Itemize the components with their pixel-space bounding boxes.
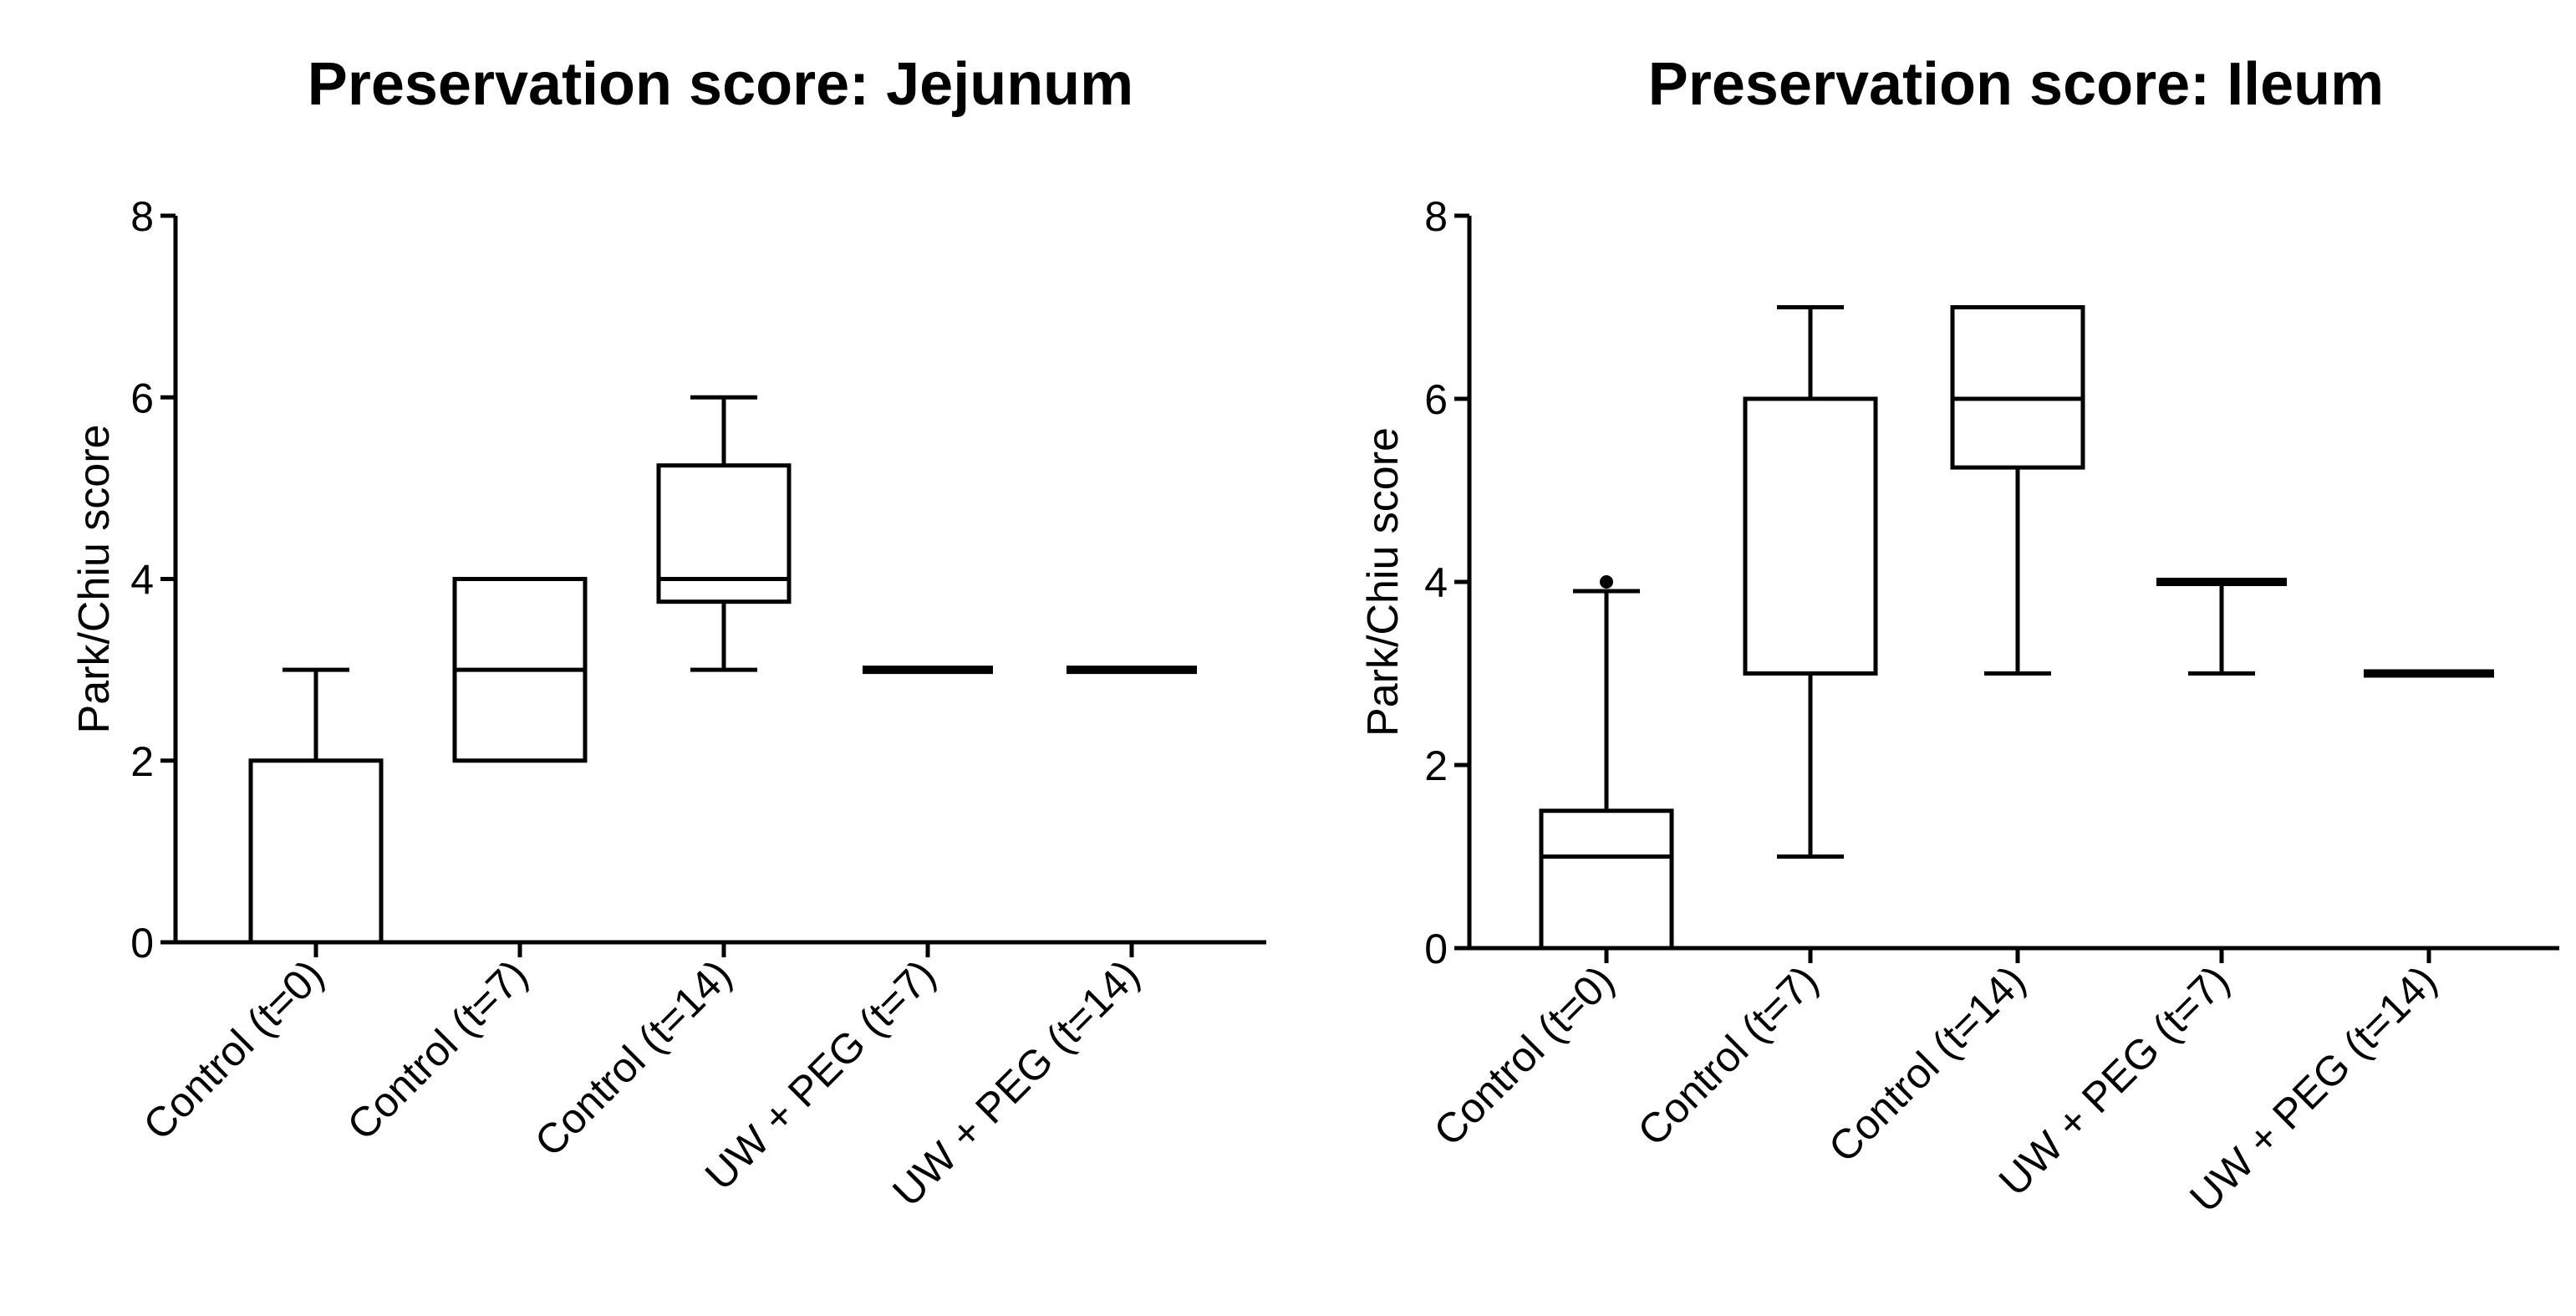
y-tick-label: 8 [1424, 193, 1448, 240]
box-1 [452, 577, 588, 763]
y-axis-label: Park/Chiu score [1359, 427, 1408, 737]
box-body [1539, 808, 1674, 951]
box-body [656, 463, 792, 604]
y-tick-label: 2 [130, 738, 154, 785]
y-tick-label: 0 [130, 920, 154, 967]
y-tick-label: 2 [1424, 742, 1448, 789]
y-tick-label: 6 [130, 375, 154, 421]
box-2 [1950, 305, 2085, 676]
y-tick-label: 4 [1424, 559, 1448, 606]
y-tick-label: 8 [130, 193, 154, 240]
x-tick-label: Control (t=7) [339, 951, 537, 1149]
y-tick-label: 6 [1424, 376, 1448, 423]
box-3 [2156, 578, 2287, 676]
y-tick-label: 0 [1424, 926, 1448, 972]
x-tick-label: Control (t=7) [1629, 956, 1827, 1155]
box-0 [1539, 575, 1674, 951]
box-2 [656, 395, 792, 672]
x-tick-label: Control (t=14) [526, 951, 741, 1166]
x-tick-label: Control (t=14) [1820, 956, 2034, 1171]
box-0 [248, 667, 384, 945]
box-body [1950, 305, 2085, 470]
box-body [1743, 396, 1878, 676]
y-tick-label: 4 [130, 557, 154, 604]
box-1 [1743, 305, 1878, 859]
ileum-panel: Preservation score: Ileum Park/Chiu score… [1359, 51, 2559, 1222]
outlier-point [1600, 575, 1613, 589]
y-axis-label: Park/Chiu score [70, 425, 119, 734]
box-body [248, 758, 384, 945]
chart-title: Preservation score: Jejunum [308, 51, 1133, 118]
x-tick-label: Control (t=0) [1425, 956, 1623, 1155]
x-tick-label: Control (t=0) [135, 951, 333, 1149]
jejunum-panel: Preservation score: Jejunum Park/Chiu sco… [70, 51, 1266, 1216]
chart-title: Preservation score: Ileum [1648, 51, 2384, 118]
